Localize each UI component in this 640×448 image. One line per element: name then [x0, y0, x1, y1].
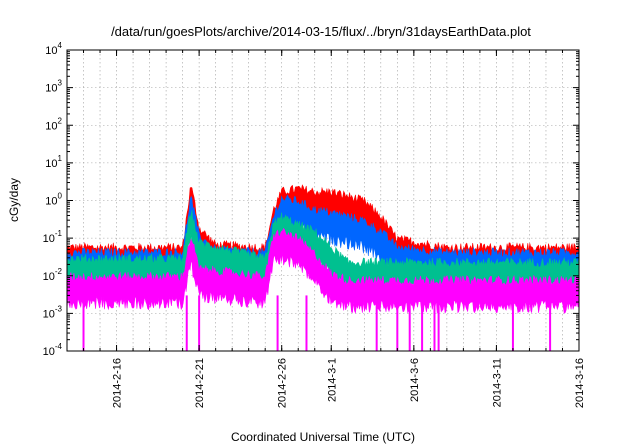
x-tick-label: 2014-2-16 — [112, 358, 124, 408]
y-tick-label: 10-4 — [43, 342, 63, 358]
y-tick-label: 100 — [45, 192, 62, 208]
x-tick-label: 2014-2-21 — [194, 358, 206, 408]
x-tick-label: 2014-3-11 — [491, 358, 503, 407]
y-axis-label: cGy/day — [7, 178, 21, 222]
x-tick-label: 2014-3-16 — [574, 358, 586, 408]
y-tick-label: 103 — [45, 79, 62, 95]
chart-title: /data/run/goesPlots/archive/2014-03-15/f… — [111, 24, 531, 39]
y-tick-label: 10-1 — [43, 229, 63, 245]
y-tick-label: 10-3 — [43, 304, 63, 320]
y-tick-label: 101 — [45, 154, 62, 170]
x-axis-ticks: 2014-2-16 2014-2-21 2014-2-26 2014-3-1 2014-… — [66, 50, 586, 408]
y-axis-ticks: 10-4 10-3 10-2 10-1 100 101 102 103 104 — [43, 41, 579, 358]
x-tick-label: 2014-3-6 — [409, 358, 421, 402]
x-tick-label: 2014-3-1 — [326, 358, 338, 402]
y-tick-label: 10-2 — [43, 267, 63, 283]
y-tick-label: 102 — [45, 116, 62, 132]
series-layer — [66, 184, 580, 351]
x-axis-label: Coordinated Universal Time (UTC) — [231, 430, 415, 444]
x-tick-label: 2014-2-26 — [277, 358, 289, 408]
y-tick-label: 104 — [45, 41, 62, 57]
